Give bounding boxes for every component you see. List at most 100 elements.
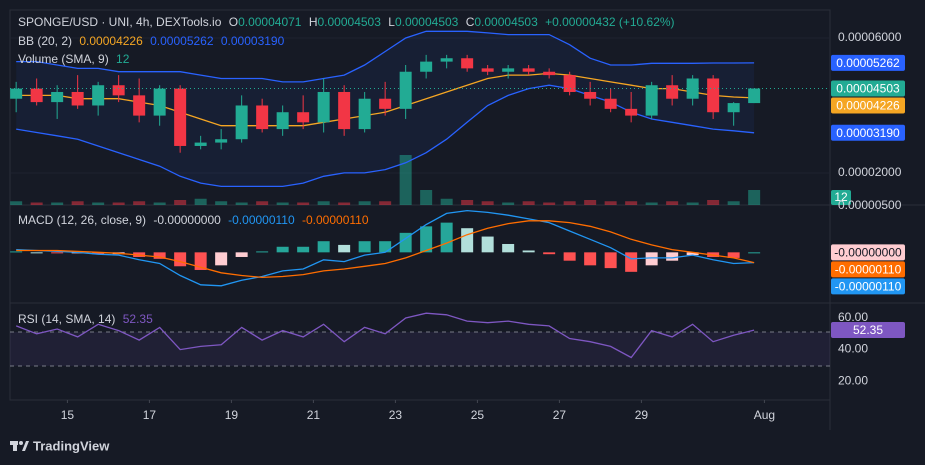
volume-bar	[194, 198, 207, 205]
macd-histogram-bar	[51, 252, 64, 254]
candle-body	[297, 112, 310, 123]
price-tag-label: 52.35	[853, 323, 883, 337]
volume-bar	[707, 200, 720, 205]
price-tag	[831, 97, 905, 114]
macd-histogram-bar	[174, 252, 187, 267]
volume-bar	[51, 202, 64, 205]
candle-body	[481, 68, 494, 72]
legend-value: 0.00004226	[79, 34, 143, 48]
ohlc-value: 0.00004503	[474, 15, 538, 29]
indicator-name: RSI (14, SMA, 14)	[18, 312, 116, 326]
price-tag-label: 0.00004226	[836, 99, 900, 113]
candle-body	[10, 88, 23, 99]
volume-bar	[379, 201, 392, 205]
volume-bar	[215, 201, 228, 205]
candle-body	[420, 61, 433, 72]
y-tick-label: 0.00002000	[838, 165, 902, 179]
rsi-legend: RSI (14, SMA, 14) 52.35	[18, 312, 157, 326]
macd-histogram-bar	[666, 252, 679, 261]
legend-value: -0.00000110	[302, 213, 369, 227]
candle-body	[502, 68, 515, 72]
volume-bar	[174, 200, 187, 205]
volume-bar	[748, 190, 761, 205]
candle-body	[317, 91, 330, 123]
volume-bar	[563, 201, 576, 205]
rsi-band	[10, 332, 830, 366]
ohlc-value: 0.00004503	[394, 15, 459, 29]
price-tag	[831, 80, 905, 97]
volume-bar	[727, 201, 740, 205]
candle-body	[235, 105, 248, 140]
macd-histogram-bar	[686, 252, 699, 256]
y-tick-label: 40.00	[838, 342, 868, 356]
candle-body	[153, 88, 166, 116]
macd-histogram-bar	[645, 252, 658, 266]
volume-bar	[30, 202, 43, 205]
candle-body	[215, 139, 228, 143]
macd-histogram-bar	[522, 250, 535, 253]
price-tag-label: -0.00000110	[835, 263, 902, 277]
ohlc-key: C	[465, 15, 475, 29]
macd-histogram-bar	[256, 251, 269, 253]
change: +0.00000432 (+10.62%)	[545, 15, 675, 29]
volume-bar	[625, 201, 638, 205]
price-tag-label: -0.00000000	[834, 246, 902, 260]
macd-histogram-bar	[727, 252, 740, 258]
x-tick-label: 21	[307, 408, 321, 422]
volume-bar	[297, 202, 310, 205]
macd-histogram-bar	[584, 252, 597, 266]
volume-bar	[604, 201, 617, 205]
candle-body	[174, 88, 187, 146]
candle-body	[666, 85, 679, 99]
price-tag-label: 0.00003190	[836, 126, 900, 140]
macd-histogram-bar	[625, 252, 638, 272]
signal-line	[16, 220, 755, 279]
candle-body	[379, 98, 392, 109]
volume-bar	[112, 202, 125, 205]
volume-bar	[276, 202, 289, 205]
macd-histogram-bar	[235, 252, 248, 257]
macd-line	[16, 209, 755, 287]
ohlc-key: H	[308, 15, 318, 29]
ohlc-value: 0.00004503	[317, 15, 381, 29]
price-tag-label: 0.00004503	[836, 82, 900, 96]
logo	[10, 441, 29, 451]
ohlc-key: O	[228, 15, 239, 29]
macd-histogram-bar	[420, 226, 433, 253]
volume-bar	[645, 202, 658, 205]
indicator-name: Volume (SMA, 9)	[18, 52, 109, 66]
volume-bar	[10, 201, 23, 205]
y-tick-label: 60.00	[838, 310, 868, 324]
volume-bar	[666, 201, 679, 205]
price-tag	[831, 54, 905, 71]
volume-bar	[235, 202, 248, 205]
macd-histogram-bar	[543, 252, 556, 255]
bb-legend: BB (20, 2) 0.00004226 0.00005262 0.00003…	[18, 34, 288, 48]
volume-bar	[584, 200, 597, 205]
price-tag	[831, 261, 905, 278]
volume-bar	[543, 202, 556, 205]
x-tick-label: 23	[389, 408, 403, 422]
y-tick-label: 0.00006000	[838, 30, 902, 44]
macd-histogram-bar	[338, 244, 351, 253]
candle-body	[71, 91, 84, 106]
macd-histogram-bar	[358, 241, 371, 253]
x-tick-label: 25	[471, 408, 485, 422]
candle-body	[604, 98, 617, 109]
macd-histogram-bar	[604, 252, 617, 269]
volume-bar	[153, 202, 166, 205]
macd-histogram-bar	[399, 232, 412, 253]
candle-body	[256, 105, 269, 130]
macd-histogram-bar	[379, 241, 392, 253]
symbol-legend: SPONGE/USD · UNI, 4h, DEXTools.io O0.000…	[18, 15, 679, 29]
indicator-name: BB (20, 2)	[18, 34, 73, 48]
bb-upper	[16, 30, 755, 83]
price-tag-label: -0.00000110	[835, 280, 902, 294]
x-tick-label: 19	[225, 408, 239, 422]
volume-bar	[338, 202, 351, 205]
volume-bar	[399, 155, 412, 205]
volume-bar	[461, 200, 474, 205]
price-tag	[831, 244, 905, 261]
candle-body	[563, 75, 576, 92]
